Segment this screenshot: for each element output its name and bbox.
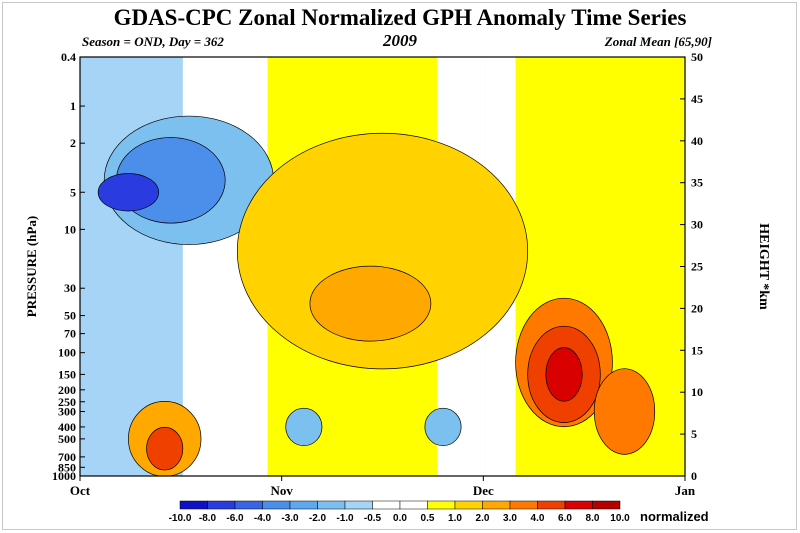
colorbar-tick-label: -10.0 [169, 513, 192, 524]
contour-region-2 [97, 173, 159, 212]
colorbar-tick-label: -3.0 [281, 513, 299, 524]
colorbar-tick-label: -0.5 [364, 513, 382, 524]
y-tick-label-left: 5 [70, 185, 76, 199]
contour-region-9 [146, 426, 184, 471]
y-tick-label-right: 35 [691, 176, 703, 190]
y-tick-label-right: 50 [691, 50, 703, 64]
y-tick-label-left: 0.4 [61, 50, 76, 64]
y-tick-label-left: 1 [70, 99, 76, 113]
colorbar-swatch [509, 500, 538, 510]
year-label: 2009 [383, 31, 417, 50]
y-tick-label-right: 45 [691, 92, 703, 106]
colorbar-swatch [482, 500, 511, 510]
y-tick-label-left: 400 [58, 420, 76, 434]
colorbar-tick-label: 1.0 [448, 513, 462, 524]
contour-region-3 [236, 132, 529, 370]
x-tick-label: Dec [473, 483, 494, 498]
colorbar-tick-label: -4.0 [254, 513, 272, 524]
colorbar-tick-label: 4.0 [531, 513, 545, 524]
colorbar-tick-label: -2.0 [309, 513, 327, 524]
colorbar-swatch [179, 500, 208, 510]
colorbar-tick-label: 3.0 [503, 513, 517, 524]
colorbar-tick-label: 10.0 [610, 513, 630, 524]
colorbar-swatch [564, 500, 593, 510]
y-tick-label-left: 200 [58, 383, 76, 397]
y-axis-label-right: HEIGHT *km [756, 223, 771, 310]
colorbar-swatch [427, 500, 456, 510]
contour-region-12 [593, 368, 656, 455]
colorbar-swatch [289, 500, 318, 510]
colorbar-swatch [399, 500, 428, 510]
season-label: Season = OND, Day = 362 [82, 34, 224, 49]
y-tick-label-right: 40 [691, 134, 703, 148]
colorbar-swatch [344, 500, 373, 510]
x-tick-label: Jan [675, 483, 696, 498]
colorbar-tick-label: -6.0 [226, 513, 244, 524]
colorbar-swatch [207, 500, 236, 510]
y-tick-label-right: 30 [691, 218, 703, 232]
y-tick-label-right: 0 [691, 469, 697, 483]
y-tick-label-left: 10 [64, 222, 76, 236]
zonal-mean-label: Zonal Mean [65,90] [604, 34, 712, 49]
colorbar-tick-label: -1.0 [336, 513, 354, 524]
y-tick-label-right: 25 [691, 260, 703, 274]
y-tick-label-right: 10 [691, 385, 703, 399]
y-tick-label-left: 1000 [52, 469, 76, 483]
colorbar-tick-label: 2.0 [476, 513, 490, 524]
colorbar-swatch [454, 500, 483, 510]
y-tick-label-left: 850 [58, 460, 76, 474]
y-axis-label-left: PRESSURE (hPa) [24, 216, 39, 318]
colorbar-tick-label: 8.0 [586, 513, 600, 524]
y-tick-label-left: 100 [58, 346, 76, 360]
colorbar-swatch [234, 500, 263, 510]
y-tick-label-right: 20 [691, 301, 703, 315]
y-tick-label-left: 2 [70, 136, 76, 150]
colorbar-swatch [537, 500, 566, 510]
contour-region-4 [309, 265, 432, 342]
chart-title: GDAS-CPC Zonal Normalized GPH Anomaly Ti… [113, 5, 687, 30]
contour-region-7 [545, 347, 583, 402]
contour-region-11 [424, 407, 462, 447]
colorbar-unit: normalized [640, 509, 709, 524]
x-tick-label: Nov [270, 483, 293, 498]
y-tick-label-left: 500 [58, 432, 76, 446]
colorbar-swatch [372, 500, 401, 510]
y-tick-label-left: 300 [58, 405, 76, 419]
y-tick-label-left: 70 [64, 327, 76, 341]
y-tick-label-left: 30 [64, 281, 76, 295]
y-tick-label-right: 15 [691, 343, 703, 357]
contour-region-10 [285, 407, 323, 447]
colorbar-tick-label: 0.5 [421, 513, 435, 524]
y-tick-label-right: 5 [691, 427, 697, 441]
colorbar-swatch [262, 500, 291, 510]
colorbar-tick-label: 6.0 [558, 513, 572, 524]
colorbar-swatch [592, 500, 621, 510]
y-tick-label-left: 50 [64, 309, 76, 323]
colorbar-swatch [317, 500, 346, 510]
colorbar-tick-label: -8.0 [199, 513, 217, 524]
y-tick-label-left: 150 [58, 367, 76, 381]
y-tick-label-left: 700 [58, 450, 76, 464]
colorbar-tick-label: 0.0 [393, 513, 407, 524]
y-tick-label-left: 250 [58, 395, 76, 409]
x-tick-label: Oct [70, 483, 91, 498]
